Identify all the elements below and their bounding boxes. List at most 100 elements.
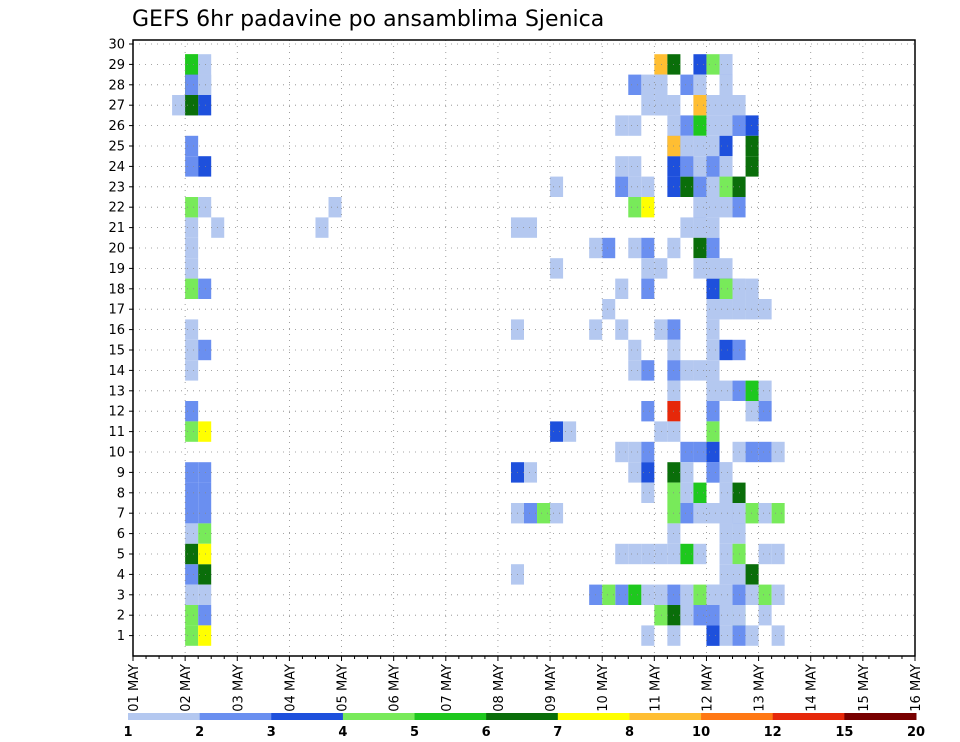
heatmap-cell (758, 543, 772, 565)
x-tick-label: 03 MAY (231, 664, 246, 712)
heatmap-cell (719, 115, 733, 136)
heatmap-cell (641, 462, 655, 483)
heatmap-cell (693, 543, 707, 565)
heatmap-cell (615, 115, 629, 136)
y-tick-label: 9 (117, 466, 125, 481)
colorbar-swatch (199, 713, 272, 720)
heatmap-cell (680, 482, 694, 503)
y-axis: 1234567891011121314151617181920212223242… (108, 38, 133, 644)
heatmap-cell (198, 278, 212, 299)
heatmap-cell (185, 54, 199, 75)
heatmap-cell (745, 441, 759, 463)
heatmap-cell (745, 135, 759, 157)
heatmap-cell (693, 135, 707, 157)
heatmap-cell (602, 584, 616, 605)
heatmap-cell (719, 482, 733, 503)
heatmap-cell (680, 156, 694, 177)
heatmap-cell (185, 319, 199, 340)
x-tick-label: 16 MAY (909, 664, 924, 712)
grid-lines (132, 40, 916, 656)
colorbar-label: 20 (907, 725, 925, 740)
heatmap-cell (719, 95, 733, 116)
heatmap-cell (706, 605, 720, 626)
colorbar-swatch (271, 713, 344, 720)
heatmap-cell (706, 462, 720, 483)
heatmap-cell (198, 156, 212, 177)
x-tick-label: 02 MAY (179, 664, 194, 712)
heatmap-cell (706, 197, 720, 218)
heatmap-cell (693, 360, 707, 381)
colorbar-label: 12 (764, 725, 782, 740)
heatmap-cell (654, 584, 668, 605)
heatmap-cell (745, 380, 759, 401)
heatmap-cell (758, 380, 772, 401)
y-tick-label: 11 (108, 425, 125, 440)
heatmap-cell (693, 258, 707, 279)
heatmap-cell (680, 605, 694, 626)
heatmap-cell (745, 503, 759, 524)
heatmap-cell (198, 54, 212, 75)
heatmap-cell (198, 564, 212, 585)
heatmap-cell (563, 421, 577, 442)
heatmap-cell (641, 360, 655, 381)
colorbar-label: 6 (482, 725, 491, 740)
heatmap-cell (641, 625, 655, 646)
heatmap-cell (198, 523, 212, 544)
heatmap-cell (771, 543, 785, 565)
heatmap-cell (706, 421, 720, 442)
x-tick-label: 09 MAY (544, 664, 559, 712)
y-tick-label: 20 (108, 242, 125, 257)
heatmap-cell (602, 299, 616, 320)
y-tick-label: 21 (108, 221, 125, 236)
y-tick-label: 7 (117, 507, 125, 522)
heatmap-cell (524, 503, 538, 524)
y-tick-label: 5 (117, 548, 125, 563)
heatmap-cell (615, 319, 629, 340)
heatmap-cell (628, 584, 642, 605)
y-tick-label: 16 (108, 323, 125, 338)
heatmap-cell (185, 156, 199, 177)
heatmap-cell (641, 197, 655, 218)
heatmap-cell (745, 115, 759, 136)
heatmap-cell (693, 74, 707, 95)
y-tick-label: 24 (108, 160, 125, 175)
heatmap-cell (628, 197, 642, 218)
heatmap-cell (693, 217, 707, 238)
heatmap-cell (550, 503, 564, 524)
heatmap-cell (706, 54, 720, 75)
plot-frame (132, 39, 916, 657)
heatmap-cell (706, 339, 720, 361)
y-tick-label: 28 (108, 78, 125, 93)
heatmap-cell (550, 421, 564, 442)
heatmap-cell (771, 625, 785, 646)
x-tick-label: 07 MAY (440, 664, 455, 712)
y-tick-label: 8 (117, 486, 125, 501)
heatmap-cell (641, 237, 655, 259)
heatmap-cell (680, 441, 694, 463)
heatmap-cell (628, 360, 642, 381)
heatmap-cell (745, 278, 759, 299)
heatmap-cell (719, 543, 733, 565)
heatmap-cell (198, 339, 212, 361)
heatmap-cell (745, 156, 759, 177)
heatmap-cell (615, 441, 629, 463)
heatmap-cell (615, 278, 629, 299)
y-tick-label: 18 (108, 282, 125, 297)
heatmap-cell (758, 605, 772, 626)
colorbar-swatch (128, 713, 201, 720)
heatmap-cell (641, 95, 655, 116)
heatmap-cell (719, 339, 733, 361)
heatmap-cell (693, 95, 707, 116)
heatmap-cell (719, 584, 733, 605)
heatmap-cell (198, 503, 212, 524)
colorbar-swatch (701, 713, 774, 720)
y-tick-label: 22 (108, 201, 125, 216)
heatmap-cell (615, 543, 629, 565)
chart-title: GEFS 6hr padavine po ansamblima Sjenica (132, 7, 604, 32)
heatmap-cell (641, 482, 655, 503)
heatmap-cell (719, 54, 733, 75)
heatmap-cell (615, 584, 629, 605)
x-tick-label: 12 MAY (701, 664, 716, 712)
heatmap-cell (706, 156, 720, 177)
heatmap-cell (680, 584, 694, 605)
